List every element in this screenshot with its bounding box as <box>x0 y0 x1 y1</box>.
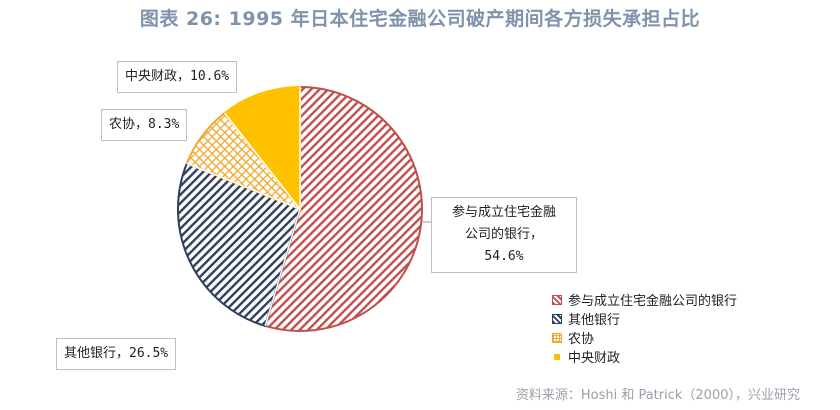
chart-title: 图表 26: 1995 年日本住宅金融公司破产期间各方损失承担占比 <box>139 8 701 30</box>
legend-label: 中央财政 <box>568 351 621 366</box>
legend-item-nokyo: 农协 <box>552 328 737 347</box>
data-label-bank-main-line1: 参与成立住宅金融 <box>451 205 556 220</box>
slice-separator <box>186 162 301 210</box>
legend-label: 参与成立住宅金融公司的银行 <box>568 294 738 309</box>
legend-swatch <box>552 294 562 305</box>
legend-swatch <box>552 313 562 324</box>
data-label-central: 中央财政，10.6% <box>117 61 238 93</box>
legend-swatch <box>552 332 562 343</box>
legend-swatch <box>554 353 560 360</box>
pie-slice-other-banks <box>177 162 302 328</box>
slice-separator <box>224 112 301 210</box>
data-label-bank-main-line3: 54.6% <box>484 249 524 264</box>
legend-item-bank-main: 参与成立住宅金融公司的银行 <box>552 290 737 309</box>
slice-separator <box>264 208 301 327</box>
data-label-nokyo: 农协，8.3% <box>101 109 188 141</box>
data-label-bank-main-line2: 公司的银行， <box>464 227 543 242</box>
legend: 参与成立住宅金融公司的银行 其他银行农协中央财政 <box>552 290 737 366</box>
legend-item-other-banks: 其他银行 <box>552 309 737 328</box>
legend-label: 其他银行 <box>568 313 621 328</box>
pie-slice-central <box>223 85 301 212</box>
source-note: 资料来源：Hoshi 和 Patrick（2000），兴业研究 <box>515 388 800 403</box>
data-label-other-banks: 其他银行，26.5% <box>56 338 177 370</box>
legend-item-central: 中央财政 <box>552 347 737 366</box>
data-label-bank-main: 参与成立住宅金融 公司的银行， 54.6% <box>431 197 577 273</box>
pie-slice-bank-main <box>263 85 423 332</box>
legend-label: 农协 <box>568 332 595 347</box>
